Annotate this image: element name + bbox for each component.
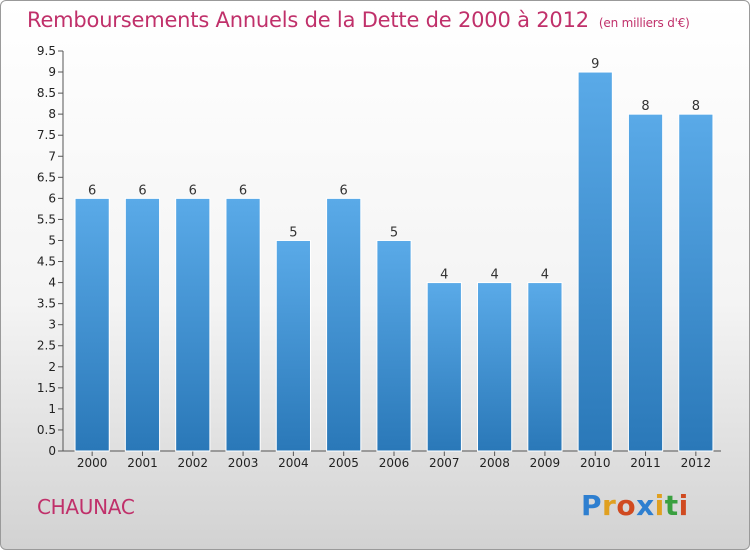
x-tick-label: 2009 (530, 456, 561, 470)
proxiti-logo: Proxiti (581, 489, 689, 522)
data-label: 8 (692, 99, 700, 114)
bar-2009 (527, 282, 563, 452)
bar-2007 (426, 282, 462, 452)
x-tick-label: 2012 (681, 456, 712, 470)
data-label: 4 (490, 268, 498, 283)
y-tick-label: 0.5 (37, 423, 56, 437)
logo-letter: P (581, 489, 603, 522)
data-label: 5 (289, 225, 297, 240)
x-tick-label: 2005 (328, 456, 359, 470)
bar-2005 (326, 197, 362, 452)
logo-letter: x (636, 489, 655, 522)
data-label: 6 (239, 183, 247, 198)
bar-2004 (275, 239, 311, 452)
y-tick-label: 9 (48, 65, 56, 79)
data-label: 4 (541, 268, 549, 283)
bar-2002 (175, 197, 211, 452)
y-tick-label: 5 (48, 233, 56, 247)
logo-letter: i (678, 489, 689, 522)
x-tick-label: 2003 (228, 456, 259, 470)
data-label: 8 (641, 99, 649, 114)
bar-2012 (678, 113, 714, 452)
data-labels: 6 6 6 6 5 6 5 4 4 4 9 8 8 (88, 57, 700, 283)
y-tick-label: 1.5 (37, 381, 56, 395)
x-tick-label: 2008 (479, 456, 510, 470)
data-label: 6 (138, 183, 146, 198)
x-tick-label: 2010 (580, 456, 611, 470)
y-tick-label: 7 (48, 149, 56, 163)
y-tick-label: 9.5 (37, 44, 56, 58)
x-tick-label: 2007 (429, 456, 460, 470)
y-tick-label: 2 (48, 360, 56, 374)
bar-2011 (627, 113, 664, 452)
y-tick-label: 6 (48, 191, 56, 205)
data-label: 6 (189, 183, 197, 198)
y-tick-label: 3.5 (37, 297, 56, 311)
axes: 0 0.5 1 1.5 2 2.5 3 3.5 4 4.5 5 5.5 6 6.5 7 7.5 8 8.5 9 9.5… (37, 44, 721, 470)
y-tick-label: 2.5 (37, 339, 56, 353)
y-tick-label: 1 (48, 402, 56, 416)
x-tick-label: 2002 (177, 456, 208, 470)
chart-title: Remboursements Annuels de la Dette de 20… (27, 8, 690, 32)
y-tick-label: 8 (48, 107, 56, 121)
bar-2008 (477, 282, 513, 452)
y-tick-label: 4 (48, 276, 56, 290)
data-label: 5 (390, 225, 398, 240)
bar-2000 (74, 197, 110, 452)
logo-letter: o (616, 489, 637, 522)
unit-note: (en milliers d'€) (598, 16, 690, 30)
y-tick-label: 3 (48, 318, 56, 332)
logo-letter: r (602, 489, 617, 522)
y-tick-label: 4.5 (37, 255, 56, 269)
city-name: CHAUNAC (37, 495, 135, 519)
bars (74, 71, 714, 452)
bar-2006 (376, 239, 412, 452)
logo-letter: i (654, 489, 665, 522)
title-text: Remboursements Annuels de la Dette de 20… (27, 8, 589, 32)
logo-letter: t (664, 489, 679, 522)
data-label: 6 (340, 183, 348, 198)
bar-2010 (577, 71, 613, 452)
x-tick-label: 2006 (379, 456, 410, 470)
y-tick-label: 7.5 (37, 128, 56, 142)
y-tick-label: 5.5 (37, 212, 56, 226)
y-tick-label: 6.5 (37, 170, 56, 184)
y-tick-label: 8.5 (37, 86, 56, 100)
data-label: 9 (591, 57, 599, 72)
x-tick-label: 2004 (278, 456, 309, 470)
data-label: 4 (440, 268, 448, 283)
x-tick-label: 2000 (77, 456, 108, 470)
bar-2003 (225, 197, 261, 452)
bar-2001 (124, 197, 161, 452)
data-label: 6 (88, 183, 96, 198)
x-tick-label: 2011 (630, 456, 661, 470)
y-tick-label: 0 (48, 444, 56, 458)
x-tick-label: 2001 (127, 456, 158, 470)
